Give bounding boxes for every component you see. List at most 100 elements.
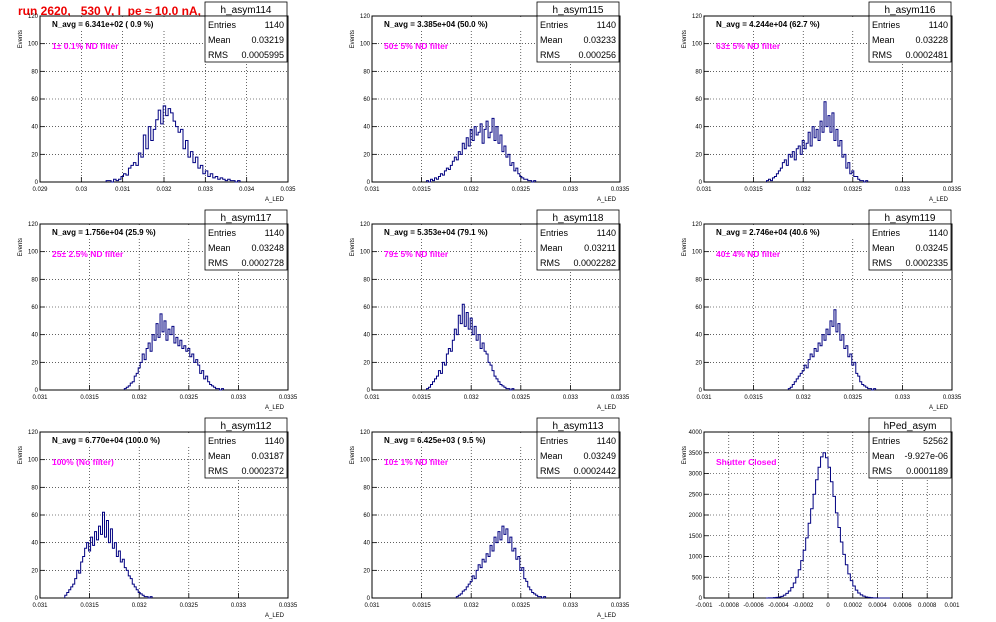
y-tick-label: 80 — [31, 277, 38, 283]
stats-label: Mean — [208, 35, 231, 45]
y-tick-label: 20 — [695, 152, 702, 158]
x-tick-label: 0.033 — [563, 603, 579, 609]
stats-label: Mean — [872, 35, 895, 45]
x-tick-label: 0.033 — [895, 395, 911, 401]
stats-value: 0.0002728 — [241, 258, 284, 268]
navg-label: N_avg = 5.353e+04 (79.1 %) — [384, 228, 488, 237]
y-tick-label: 100 — [360, 42, 371, 48]
x-tick-label: 0.033 — [895, 187, 911, 193]
x-axis-title: A_LED — [265, 197, 285, 203]
navg-label: N_avg = 6.770e+04 (100.0 %) — [52, 436, 160, 445]
x-tick-label: 0.0315 — [744, 187, 763, 193]
stats-value: 0.03187 — [251, 451, 284, 461]
stats-value: 0.03248 — [251, 243, 284, 253]
histogram-panel-h_asym119: 0.031 0.0315 0.032 0.0325 0.033 0.0335 0 20 40 60… — [682, 209, 962, 411]
x-tick-label: 0.032 — [796, 395, 812, 401]
x-tick-label: 0.0315 — [80, 603, 99, 609]
stats-box — [204, 223, 288, 271]
x-tick-label: 0.032 — [132, 603, 148, 609]
x-tick-label: 0.0325 — [844, 395, 863, 401]
stats-box — [536, 223, 620, 271]
x-tick-label: 0.0335 — [611, 187, 630, 193]
histogram-panel-h_asym114: 0.029 0.03 0.031 0.032 0.033 0.034 0.035 0 20 40 6… — [18, 1, 296, 203]
y-tick-label: 100 — [28, 458, 39, 464]
histogram-panel-h_asym112: 0.031 0.0315 0.032 0.0325 0.033 0.0335 0 20 40 60… — [18, 417, 298, 619]
y-tick-label: 1500 — [689, 534, 703, 540]
x-tick-label: 0.032 — [156, 187, 172, 193]
x-tick-label: 0.0335 — [611, 603, 630, 609]
navg-label: N_avg = 6.425e+03 ( 9.5 %) — [384, 436, 486, 445]
histogram-panel-h_asym115: 0.031 0.0315 0.032 0.0325 0.033 0.0335 0 20 40 60… — [350, 1, 630, 203]
stats-value: 0.0002282 — [573, 258, 616, 268]
x-tick-label: 0.0315 — [744, 395, 763, 401]
navg-box — [41, 225, 221, 239]
x-tick-label: 0.032 — [132, 395, 148, 401]
stats-value: 0.0002442 — [573, 466, 616, 476]
x-tick-label: 0.0004 — [868, 603, 887, 609]
x-tick-label: 0.034 — [239, 187, 255, 193]
histogram-series — [787, 309, 877, 391]
x-tick-label: -0.0002 — [793, 603, 814, 609]
filter-annotation: 79± 5% ND filter — [384, 249, 449, 259]
y-tick-label: 4000 — [689, 430, 703, 436]
y-tick-label: 120 — [28, 14, 39, 20]
x-tick-label: 0.0335 — [611, 395, 630, 401]
stats-label: Entries — [540, 228, 569, 238]
stats-value: 0.03233 — [583, 35, 616, 45]
x-tick-label: 0.033 — [563, 395, 579, 401]
stats-label: Entries — [208, 436, 237, 446]
stats-value: 0.000256 — [578, 50, 616, 60]
stats-box — [536, 431, 620, 479]
x-tick-label: 0.033 — [563, 187, 579, 193]
x-tick-label: 0.0325 — [844, 187, 863, 193]
y-tick-label: 120 — [692, 222, 703, 228]
stats-value: 0.0002372 — [241, 466, 284, 476]
stats-value: 1140 — [597, 228, 616, 238]
y-tick-label: 0 — [35, 388, 39, 394]
stats-label: RMS — [540, 50, 560, 60]
x-axis-title: A_LED — [929, 197, 949, 203]
stats-value: 0.0005995 — [241, 50, 284, 60]
stats-label: Entries — [872, 20, 901, 30]
stats-label: RMS — [540, 258, 560, 268]
stats-value: 52562 — [923, 436, 948, 446]
stats-label: Mean — [540, 243, 563, 253]
stats-value: 0.03245 — [915, 243, 948, 253]
navg-box — [373, 225, 553, 239]
stats-label: RMS — [872, 258, 892, 268]
y-tick-label: 40 — [695, 125, 702, 131]
x-tick-label: 0.0335 — [943, 395, 962, 401]
navg-box — [705, 17, 885, 31]
y-tick-label: 80 — [363, 69, 370, 75]
navg-label: N_avg = 3.385e+04 (50.0 %) — [384, 20, 488, 29]
x-tick-label: 0.032 — [464, 187, 480, 193]
y-tick-label: 60 — [363, 305, 370, 311]
histogram-series — [426, 303, 515, 391]
stats-value: 1140 — [265, 436, 284, 446]
y-tick-label: 100 — [692, 42, 703, 48]
y-tick-label: 80 — [695, 69, 702, 75]
y-tick-label: 40 — [363, 541, 370, 547]
x-tick-label: 0.032 — [796, 187, 812, 193]
y-tick-label: 120 — [360, 222, 371, 228]
histogram-series — [766, 452, 890, 599]
stats-label: RMS — [208, 258, 228, 268]
x-tick-label: 0.001 — [944, 603, 960, 609]
x-axis-title: A_LED — [265, 613, 285, 619]
stats-label: RMS — [872, 50, 892, 60]
y-axis-title: Events — [350, 238, 356, 256]
y-tick-label: 100 — [692, 250, 703, 256]
y-tick-label: 60 — [695, 305, 702, 311]
filter-annotation: 1± 0.1% ND filter — [52, 41, 119, 51]
stats-label: RMS — [208, 50, 228, 60]
x-tick-label: 0.031 — [32, 395, 48, 401]
x-tick-label: 0.0335 — [279, 603, 298, 609]
y-tick-label: 80 — [695, 277, 702, 283]
x-tick-label: 0.0008 — [918, 603, 937, 609]
navg-label: N_avg = 4.244e+04 (62.7 %) — [716, 20, 820, 29]
x-tick-label: 0.0325 — [180, 395, 199, 401]
hist-name: h_asym112 — [221, 421, 272, 432]
stats-label: Mean — [540, 451, 563, 461]
histogram-panel-h_asym118: 0.031 0.0315 0.032 0.0325 0.033 0.0335 0 20 40 60… — [350, 209, 630, 411]
stats-box — [204, 15, 288, 63]
